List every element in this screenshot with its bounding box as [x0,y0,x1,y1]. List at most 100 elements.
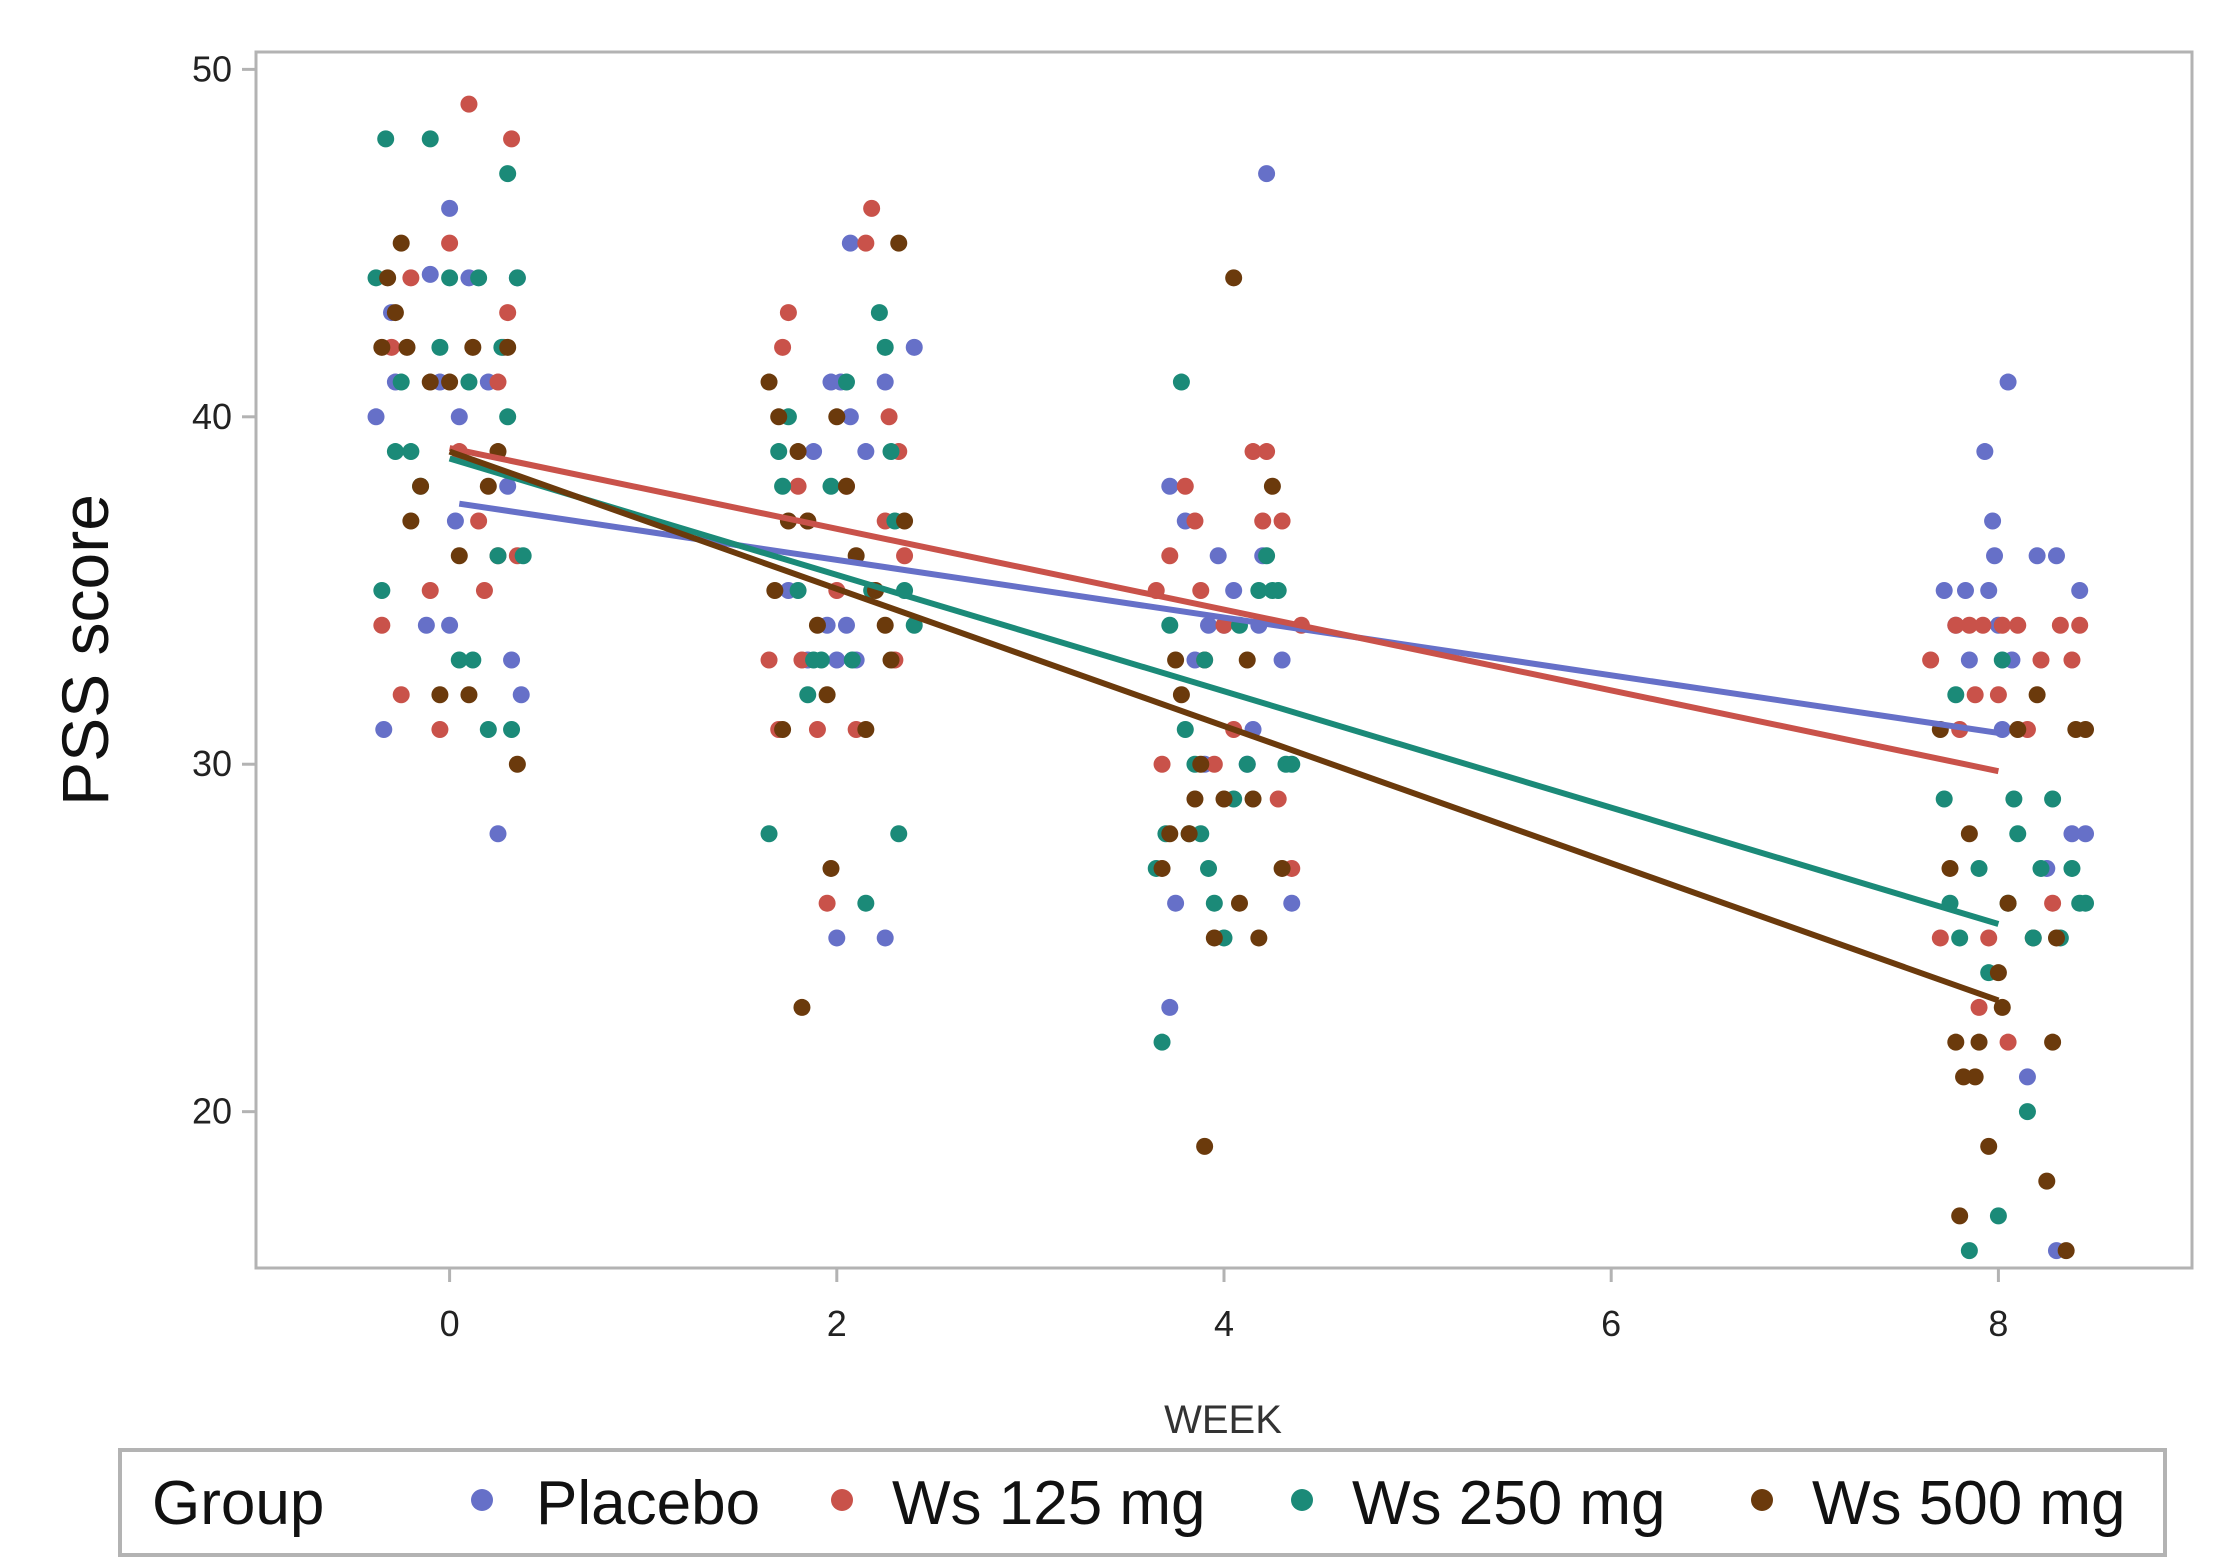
point-placebo [1258,165,1276,183]
point-ws-250-mg [402,443,420,461]
point-ws-125-mg [774,338,792,356]
point-ws-500-mg [508,755,526,773]
point-ws-500-mg [379,269,397,287]
point-placebo [857,443,875,461]
point-placebo [2063,825,2081,843]
point-ws-250-mg [1200,859,1218,877]
point-ws-250-mg [1196,651,1214,669]
point-ws-250-mg [2024,929,2042,947]
point-ws-125-mg [2044,894,2062,912]
point-ws-250-mg [503,720,521,738]
point-ws-500-mg [1238,651,1256,669]
point-ws-250-mg [1935,790,1953,808]
x-axis-label: WEEK [1164,1398,1282,1442]
point-placebo [1209,547,1227,565]
point-ws-500-mg [896,512,914,530]
point-ws-500-mg [1205,929,1223,947]
point-ws-125-mg [421,582,439,600]
point-placebo [446,512,464,530]
point-placebo [367,408,385,426]
point-ws-125-mg [475,582,493,600]
y-axis-label: PSS score [48,494,122,806]
x-tick-label: 0 [440,1303,460,1344]
point-ws-125-mg [1269,790,1287,808]
point-ws-500-mg [1263,477,1281,495]
point-ws-500-mg [402,512,420,530]
point-placebo [417,616,435,634]
point-placebo [450,408,468,426]
point-ws-125-mg [2071,616,2089,634]
point-ws-500-mg [1192,755,1210,773]
point-placebo [2047,547,2065,565]
point-ws-500-mg [766,582,784,600]
point-ws-250-mg [1161,616,1179,634]
plot-frame [254,50,2194,1270]
legend-title: Group [152,1469,324,1538]
point-ws-500-mg [1196,1137,1214,1155]
point-placebo [441,199,459,217]
point-ws-125-mg [1273,512,1291,530]
point-ws-125-mg [1966,686,1984,704]
point-ws-250-mg [770,443,788,461]
point-ws-500-mg [1955,1068,1973,1086]
point-ws-250-mg [2009,825,2027,843]
point-placebo [1200,616,1218,634]
point-ws-250-mg [1269,582,1287,600]
point-ws-250-mg [489,547,507,565]
point-ws-250-mg [450,651,468,669]
data-points [367,95,2095,1260]
point-placebo [876,373,894,391]
point-ws-250-mg [1989,1207,2007,1225]
point-ws-250-mg [774,477,792,495]
point-ws-500-mg [1947,1033,1965,1051]
point-ws-250-mg [1258,547,1276,565]
point-ws-125-mg [779,304,797,322]
point-ws-125-mg [1970,998,1988,1016]
fit-line-ws-500-mg [448,448,2000,1004]
point-ws-500-mg [828,408,846,426]
y-tick-label: 40 [192,396,232,437]
point-ws-500-mg [1970,1033,1988,1051]
point-ws-500-mg [774,720,792,738]
point-ws-125-mg [760,651,778,669]
point-ws-250-mg [882,443,900,461]
point-placebo [441,616,459,634]
point-ws-250-mg [1238,755,1256,773]
legend-label-ws500: Ws 500 mg [1812,1469,2126,1538]
point-ws-500-mg [1153,859,1171,877]
point-ws-125-mg [1989,686,2007,704]
point-ws-125-mg [1176,477,1194,495]
point-ws-250-mg [1951,929,1969,947]
point-ws-500-mg [1230,894,1248,912]
point-ws-250-mg [1947,686,1965,704]
point-placebo [1986,547,2004,565]
point-placebo [1283,894,1301,912]
point-ws-125-mg [1161,547,1179,565]
point-ws-250-mg [499,408,517,426]
point-placebo [2018,1068,2036,1086]
point-ws-250-mg [876,338,894,356]
point-ws-500-mg [1186,790,1204,808]
point-ws-500-mg [392,234,410,252]
point-ws-500-mg [1273,859,1291,877]
legend-marker-ws250 [1291,1489,1313,1511]
point-ws-125-mg [1974,616,1992,634]
point-ws-500-mg [876,616,894,634]
x-tick-label: 2 [827,1303,847,1344]
point-ws-125-mg [460,95,478,113]
point-placebo [503,651,521,669]
point-ws-500-mg [822,859,840,877]
point-ws-500-mg [837,477,855,495]
point-ws-125-mg [818,894,836,912]
point-ws-500-mg [1225,269,1243,287]
fit-line-ws-250-mg [448,455,2000,927]
point-ws-125-mg [431,720,449,738]
point-ws-125-mg [896,547,914,565]
point-ws-500-mg [760,373,778,391]
point-ws-125-mg [402,269,420,287]
point-ws-250-mg [460,373,478,391]
legend-label-ws125: Ws 125 mg [892,1469,1206,1538]
point-ws-250-mg [1153,1033,1171,1051]
point-ws-500-mg [421,373,439,391]
point-placebo [1999,373,2017,391]
